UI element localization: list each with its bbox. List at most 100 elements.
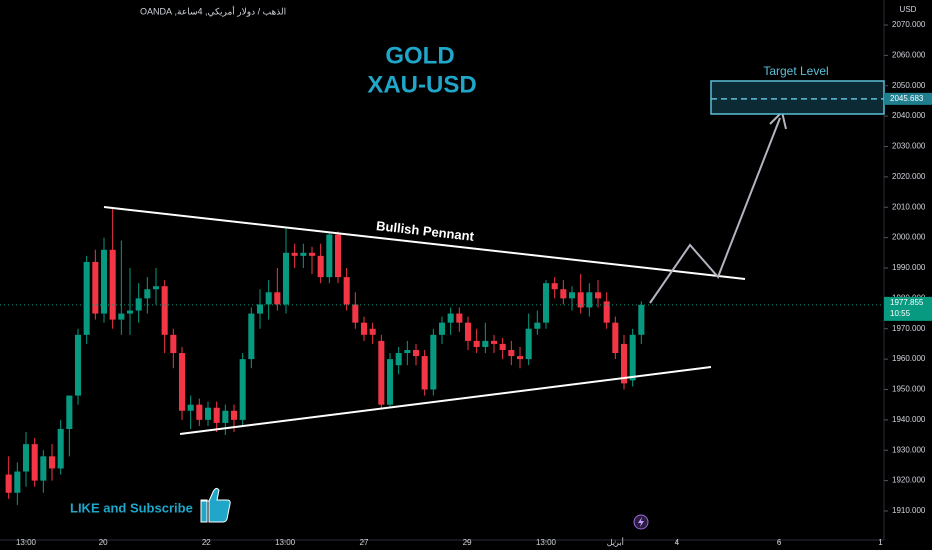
candle-body — [152, 286, 160, 290]
candle-body — [291, 252, 298, 256]
y-tick-label: 1920.000 — [892, 476, 926, 485]
candle-body — [48, 456, 56, 469]
candle-body — [603, 301, 610, 323]
y-tick-label: 2070.000 — [892, 20, 926, 29]
candle-body — [473, 340, 480, 347]
candle-body — [638, 304, 645, 335]
candle-body — [282, 252, 290, 305]
candle-body — [31, 444, 38, 481]
y-axis-unit: USD — [900, 5, 917, 14]
candle-body — [334, 234, 342, 278]
candle-body — [430, 334, 437, 390]
candle-body — [265, 292, 272, 305]
candle-body — [629, 334, 636, 381]
candle-body — [369, 328, 376, 335]
y-tick-label: 1940.000 — [892, 415, 926, 424]
lower-trendline — [179, 366, 712, 435]
x-tick-label: 27 — [360, 538, 369, 547]
y-tick-label: 1910.000 — [892, 506, 926, 515]
candle-body — [412, 350, 420, 357]
candle-body — [230, 410, 238, 420]
candle-body — [447, 313, 454, 323]
candle-body — [551, 283, 558, 290]
candle-body — [222, 410, 229, 423]
x-tick-label: 22 — [202, 538, 211, 547]
x-tick-label: 13:00 — [16, 538, 37, 547]
candle-body — [482, 340, 489, 347]
candle-body — [326, 234, 333, 278]
x-tick-label: 20 — [99, 538, 108, 547]
candle-body — [248, 313, 255, 360]
y-tick-label: 2020.000 — [892, 172, 926, 181]
x-tick-label: 13:00 — [275, 538, 296, 547]
candle-body — [144, 289, 151, 299]
chart-subtitle: XAU-USD — [367, 71, 476, 98]
candle-body — [612, 322, 619, 354]
candle-body — [542, 283, 550, 323]
target-price-badge — [884, 92, 932, 105]
candle-body — [170, 334, 177, 354]
candle-body — [83, 261, 90, 335]
candle-body — [395, 353, 402, 366]
countdown: 10:55 — [890, 309, 911, 318]
x-tick-label: 13:00 — [536, 538, 557, 547]
candle-body — [464, 322, 472, 341]
candle-body — [620, 343, 628, 384]
candle-body — [594, 292, 602, 299]
candle-body — [534, 322, 541, 329]
candle-body — [187, 404, 194, 411]
candle-body — [343, 277, 350, 305]
candle-body — [421, 356, 428, 390]
candle-body — [404, 350, 411, 354]
candle-body — [490, 340, 498, 344]
candle-body — [586, 292, 593, 308]
candle-body — [300, 252, 307, 256]
projection-arrow — [649, 117, 781, 304]
x-tick-label: 29 — [463, 538, 472, 547]
candle-body — [378, 340, 385, 405]
x-tick-label: 4 — [675, 538, 680, 547]
x-tick-label: 6 — [777, 538, 782, 547]
candle-body — [196, 404, 203, 420]
candle-body — [204, 407, 212, 420]
candle-body — [178, 353, 186, 411]
candle-body — [577, 292, 584, 308]
candle-body — [525, 328, 532, 360]
target-zone — [710, 80, 885, 115]
candle-body — [66, 395, 73, 429]
x-tick-label: أبريل — [607, 536, 624, 547]
candle-body — [256, 304, 264, 314]
candle-body — [568, 292, 576, 299]
y-tick-label: 2040.000 — [892, 111, 926, 120]
candle-body — [118, 313, 125, 320]
y-tick-label: 1930.000 — [892, 445, 926, 454]
symbol-header: الذهب / دولار أمريكي, 4ساعة, OANDA — [140, 4, 286, 17]
candle-body — [92, 261, 99, 314]
candle-body — [508, 350, 515, 357]
y-tick-label: 2030.000 — [892, 142, 926, 151]
candle-body — [560, 289, 567, 299]
y-tick-label: 1970.000 — [892, 324, 926, 333]
candle-body — [100, 249, 108, 314]
y-tick-label: 2000.000 — [892, 233, 926, 242]
current-price-badge — [884, 296, 932, 321]
target-price-label: 2045.683 — [890, 94, 924, 103]
candle-body — [5, 474, 12, 493]
candle-body — [360, 322, 368, 335]
candle-body — [386, 359, 394, 405]
candle-body — [126, 310, 134, 314]
candle-body — [308, 252, 316, 256]
candle-body — [74, 334, 82, 396]
candle-body — [239, 359, 246, 420]
candle-body — [40, 456, 47, 481]
candle-body — [14, 471, 21, 493]
y-tick-label: 2050.000 — [892, 81, 926, 90]
candle-body — [213, 407, 220, 423]
y-tick-label: 2060.000 — [892, 50, 926, 59]
candle-body — [22, 444, 30, 472]
candle-body — [135, 298, 142, 311]
candle-body — [161, 286, 168, 335]
y-tick-label: 2010.000 — [892, 202, 926, 211]
chart-title: GOLD — [385, 42, 454, 69]
